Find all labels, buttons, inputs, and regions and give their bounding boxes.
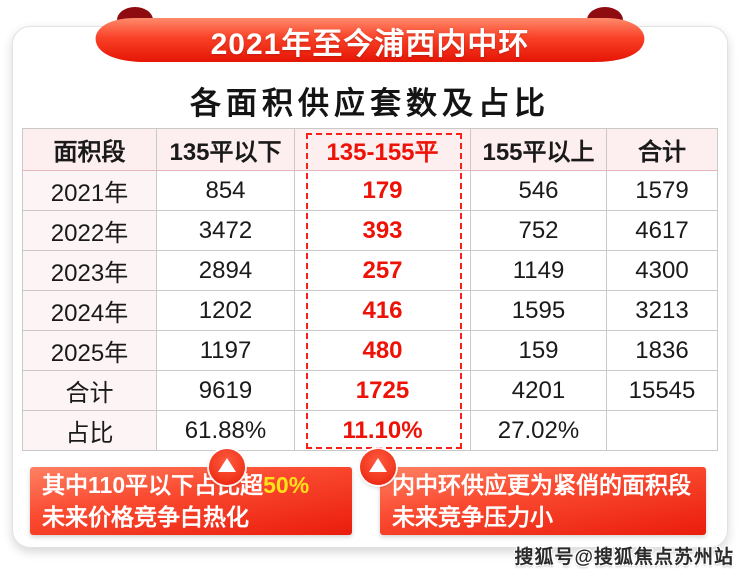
table-row-share: 占比 61.88% 11.10% 27.02% [22, 410, 718, 451]
table-cell: 1595 [470, 290, 607, 331]
table-cell [606, 410, 718, 451]
table-cell: 9619 [156, 370, 295, 411]
table-row-total: 合计 9619 1725 4201 15545 [22, 370, 718, 411]
table-cell: 1197 [156, 330, 295, 371]
table-cell: 2894 [156, 250, 295, 291]
table-cell-highlight: 416 [294, 290, 471, 331]
page-title: 各面积供应套数及占比 [190, 86, 550, 121]
row-label: 占比 [22, 410, 157, 451]
up-triangle-icon [369, 458, 387, 472]
ribbon-shape-graphic [95, 7, 645, 62]
table-cell: 854 [156, 170, 295, 211]
callout-right-line1: 内中环供应更为紧俏的面积段 [392, 472, 691, 498]
watermark: 搜狐号@搜狐焦点苏州站 [514, 547, 734, 568]
column-header-135-155-highlight: 135-155平 [294, 128, 471, 171]
supply-table-grid: 面积段 135平以下 135-155平 155平以上 合计 2021年 854 … [22, 128, 718, 451]
table-cell: 546 [470, 170, 607, 211]
callout-left-line1-highlight: 50% [263, 472, 310, 498]
table-cell: 61.88% [156, 410, 295, 451]
table-cell-highlight: 480 [294, 330, 471, 371]
up-triangle-icon [218, 458, 236, 472]
banner-title: 2021年至今浦西内中环 [210, 28, 530, 61]
up-arrow-icon [360, 449, 396, 485]
table-cell: 3213 [606, 290, 718, 331]
table-header-row: 面积段 135平以下 135-155平 155平以上 合计 [22, 128, 718, 171]
row-label: 合计 [22, 370, 157, 411]
table-cell: 1149 [470, 250, 607, 291]
ribbon-banner: 2021年至今浦西内中环 [95, 6, 645, 68]
table-cell-highlight: 1725 [294, 370, 471, 411]
table-cell: 4617 [606, 210, 718, 251]
callout-right: 内中环供应更为紧俏的面积段 未来竞争压力小 [380, 467, 706, 535]
table-row-2022: 2022年 3472 393 752 4617 [22, 210, 718, 251]
table-row-2024: 2024年 1202 416 1595 3213 [22, 290, 718, 331]
up-arrow-icon [209, 449, 245, 485]
column-header-area: 面积段 [22, 128, 157, 171]
row-label: 2024年 [22, 290, 157, 331]
column-header-over155: 155平以上 [470, 128, 607, 171]
callout-left-line2: 未来价格竞争白热化 [42, 504, 249, 530]
table-cell: 27.02% [470, 410, 607, 451]
table-cell: 1202 [156, 290, 295, 331]
table-cell-highlight: 257 [294, 250, 471, 291]
table-cell: 1579 [606, 170, 718, 211]
callout-right-line2: 未来竞争压力小 [392, 504, 553, 530]
table-cell-highlight: 393 [294, 210, 471, 251]
supply-table: 面积段 135平以下 135-155平 155平以上 合计 2021年 854 … [22, 128, 718, 451]
column-header-under135: 135平以下 [156, 128, 295, 171]
callout-left-line1: 其中110平以下占比超50% [42, 469, 340, 501]
column-header-total: 合计 [606, 128, 718, 171]
table-cell: 752 [470, 210, 607, 251]
table-row-2021: 2021年 854 179 546 1579 [22, 170, 718, 211]
table-cell: 15545 [606, 370, 718, 411]
row-label: 2022年 [22, 210, 157, 251]
table-cell-highlight: 179 [294, 170, 471, 211]
table-cell: 4300 [606, 250, 718, 291]
table-cell: 4201 [470, 370, 607, 411]
table-cell: 1836 [606, 330, 718, 371]
table-row-2025: 2025年 1197 480 159 1836 [22, 330, 718, 371]
row-label: 2025年 [22, 330, 157, 371]
table-row-2023: 2023年 2894 257 1149 4300 [22, 250, 718, 291]
table-cell-highlight: 11.10% [294, 410, 471, 451]
row-label: 2021年 [22, 170, 157, 211]
table-cell: 3472 [156, 210, 295, 251]
callout-left: 其中110平以下占比超50% 未来价格竞争白热化 [30, 467, 352, 535]
row-label: 2023年 [22, 250, 157, 291]
table-cell: 159 [470, 330, 607, 371]
